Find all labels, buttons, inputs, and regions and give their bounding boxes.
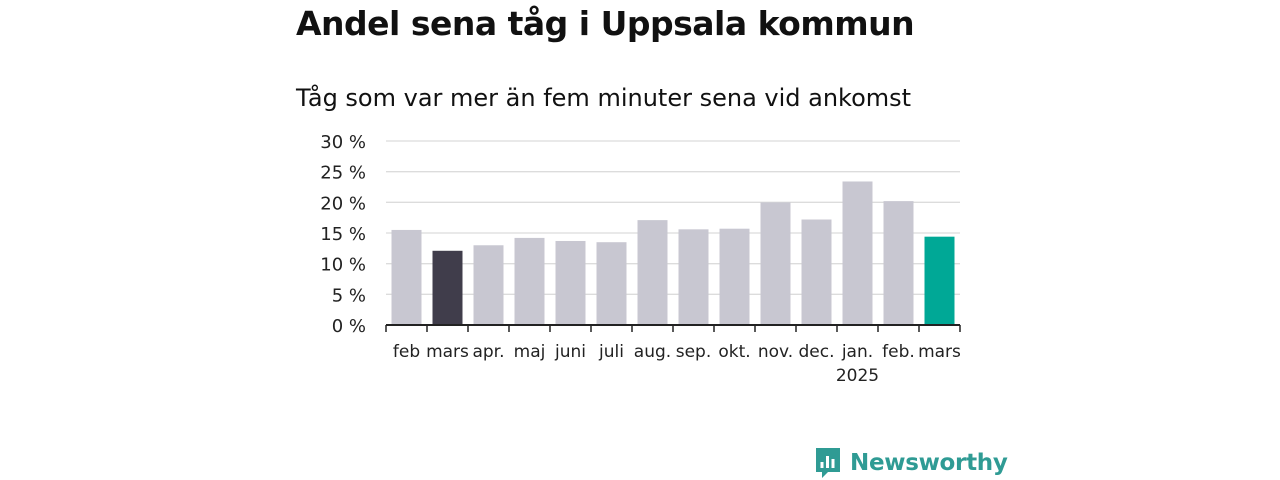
brand-name: Newsworthy bbox=[850, 450, 1008, 476]
bar bbox=[678, 229, 709, 325]
x-tick-label: okt. bbox=[718, 342, 750, 362]
chart-title: Andel sena tåg i Uppsala kommun bbox=[296, 4, 915, 43]
y-tick-label: 0 % bbox=[332, 316, 366, 337]
bar bbox=[596, 242, 627, 325]
bar bbox=[514, 237, 545, 325]
y-tick-label: 10 % bbox=[320, 255, 366, 276]
y-tick-label: 25 % bbox=[320, 163, 366, 184]
x-tick-label: sep. bbox=[676, 342, 712, 362]
x-tick-label: feb bbox=[393, 342, 420, 362]
bar bbox=[719, 228, 750, 325]
x-tick-label: apr. bbox=[472, 342, 504, 362]
bar bbox=[391, 229, 422, 325]
bar bbox=[760, 202, 791, 325]
newsworthy-logo-icon bbox=[816, 448, 840, 478]
bar bbox=[883, 201, 914, 325]
x-tick-label: mars bbox=[918, 342, 961, 362]
x-tick-label: mars bbox=[426, 342, 469, 362]
chart-subtitle: Tåg som var mer än fem minuter sena vid … bbox=[296, 84, 912, 112]
y-tick-label: 5 % bbox=[332, 285, 366, 306]
x-tick-label: aug. bbox=[634, 342, 671, 362]
x-tick-label: jan. bbox=[841, 342, 873, 362]
bar bbox=[801, 219, 832, 325]
bar bbox=[842, 181, 873, 325]
bar bbox=[432, 250, 463, 325]
bar bbox=[637, 220, 668, 325]
bar bbox=[555, 240, 586, 325]
brand: Newsworthy bbox=[814, 446, 1008, 480]
bar-chart: 0 %5 %10 %15 %20 %25 %30 %feb mars apr. maj… bbox=[320, 132, 961, 386]
y-tick-label: 15 % bbox=[320, 224, 366, 245]
x-tick-label: feb. bbox=[882, 342, 915, 362]
y-tick-label: 30 % bbox=[320, 132, 366, 153]
x-tick-label: juni bbox=[554, 342, 586, 362]
bar bbox=[473, 245, 504, 325]
x-tick-label: dec. bbox=[798, 342, 834, 362]
x-tick-label: nov. bbox=[758, 342, 793, 362]
x-year-label: 2025 bbox=[836, 366, 879, 386]
y-tick-label: 20 % bbox=[320, 193, 366, 214]
x-tick-label: maj bbox=[514, 342, 546, 362]
bar bbox=[924, 236, 955, 325]
x-tick-label: juli bbox=[598, 342, 624, 362]
